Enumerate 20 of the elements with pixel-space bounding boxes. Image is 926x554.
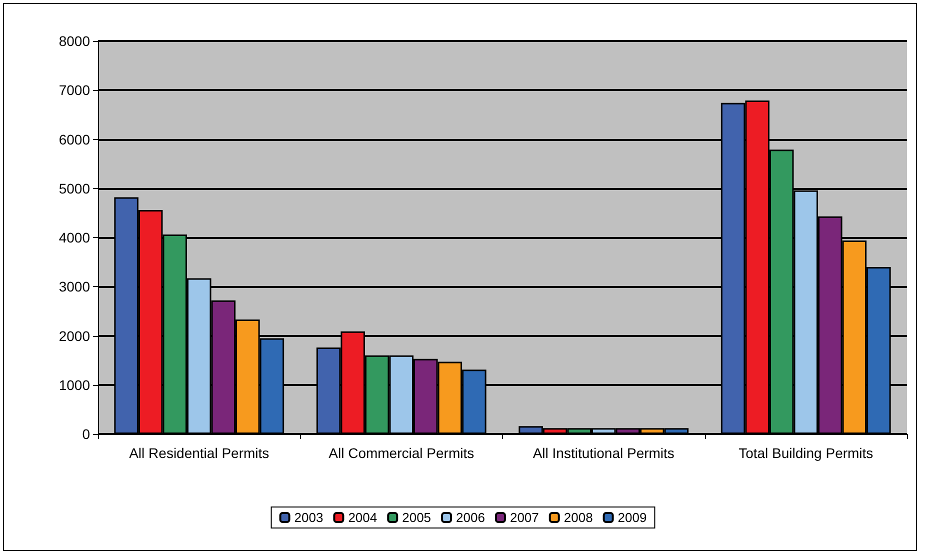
x-tick-label: All Commercial Permits: [328, 445, 474, 461]
legend-label: 2003: [294, 510, 324, 525]
legend-label: 2009: [618, 510, 647, 525]
y-tick-label: 3000: [58, 278, 90, 295]
y-tick-label: 5000: [58, 180, 90, 196]
y-tick-label: 4000: [58, 230, 90, 246]
y-tick-label: 1000: [58, 376, 90, 393]
legend-label: 2006: [456, 510, 485, 525]
legend-label: 2005: [402, 510, 432, 525]
y-tick-label: 6000: [58, 131, 90, 148]
y-tick-label: 7000: [58, 82, 90, 98]
y-tick-label: 8000: [58, 33, 90, 49]
x-tick-label: Total Building Permits: [738, 445, 874, 461]
y-tick-label: 0: [82, 426, 90, 442]
legend-label: 2008: [564, 510, 593, 525]
x-tick-label: All Institutional Permits: [532, 445, 674, 461]
y-tick-label: 2000: [58, 328, 90, 344]
x-tick-label: All Residential Permits: [129, 445, 270, 461]
legend-label: 2004: [348, 510, 378, 525]
legend-label: 2007: [510, 510, 539, 525]
